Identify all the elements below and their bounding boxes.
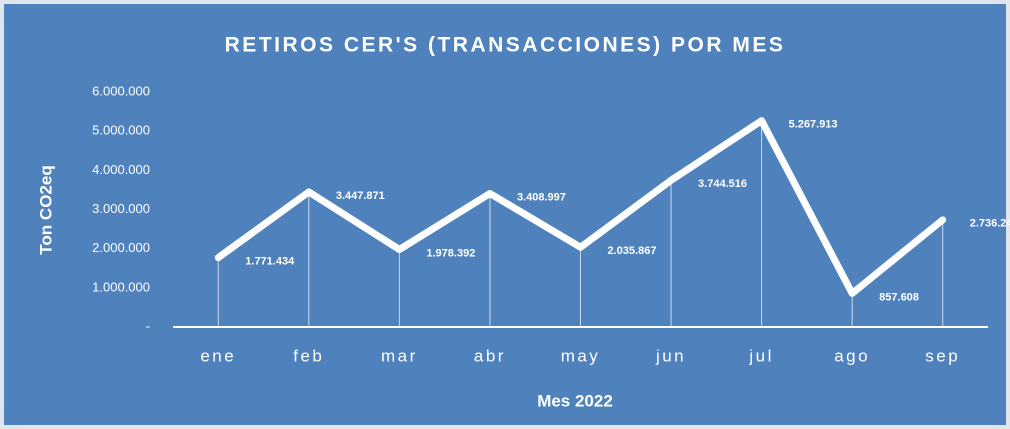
x-tick-label: jun xyxy=(655,346,686,365)
y-tick-label: 2.000.000 xyxy=(92,240,150,255)
data-label: 3.744.516 xyxy=(698,178,747,190)
data-label: 3.408.997 xyxy=(517,191,566,203)
data-label: 1.978.392 xyxy=(426,247,475,259)
x-tick-label: feb xyxy=(293,346,324,365)
x-tick-label: ago xyxy=(834,346,870,365)
x-axis-label: Mes 2022 xyxy=(537,391,613,410)
line xyxy=(214,117,947,297)
x-tick-label: ene xyxy=(200,346,236,365)
data-label: 857.608 xyxy=(879,291,919,303)
chart-title: RETIROS CER'S (TRANSACCIONES) POR MES xyxy=(225,34,786,57)
data-label: 2.736.246 xyxy=(970,218,1010,230)
data-label: 3.447.871 xyxy=(336,190,385,202)
y-axis-label: Ton CO2eq xyxy=(36,165,55,254)
data-label: 5.267.913 xyxy=(789,119,838,131)
x-tick-label: jul xyxy=(748,346,774,365)
x-tick-label: abr xyxy=(474,346,506,365)
x-tick-label: may xyxy=(561,346,601,365)
y-tick-label: - xyxy=(146,318,150,333)
x-tick-label: mar xyxy=(381,346,418,365)
y-tick-label: 3.000.000 xyxy=(92,201,150,216)
y-tick-label: 1.000.000 xyxy=(92,279,150,294)
y-tick-label: 4.000.000 xyxy=(92,162,150,177)
data-label: 2.035.867 xyxy=(608,245,657,257)
x-tick-label: sep xyxy=(925,346,960,365)
y-tick-label: 6.000.000 xyxy=(92,83,150,98)
y-tick-label: 5.000.000 xyxy=(92,123,150,138)
data-label: 1.771.434 xyxy=(245,256,295,268)
